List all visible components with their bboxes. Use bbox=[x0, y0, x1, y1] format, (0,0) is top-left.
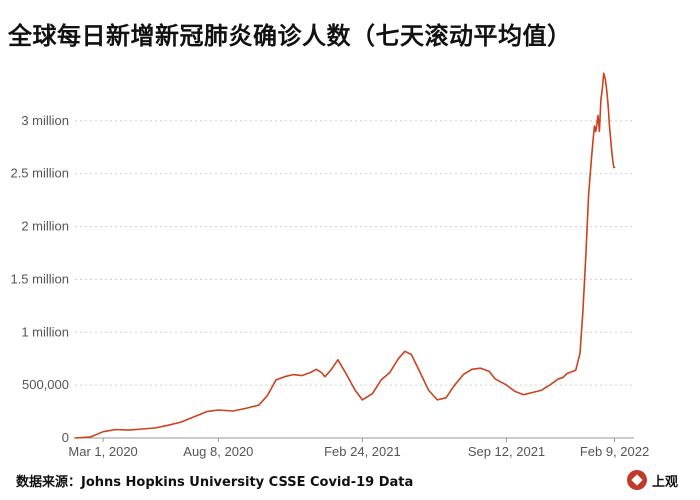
publisher-logo[interactable]: 上观 bbox=[627, 467, 678, 493]
grid-layer bbox=[75, 120, 634, 386]
x-tick-label: Mar 1, 2020 bbox=[68, 444, 137, 459]
y-tick-label: 0 bbox=[62, 430, 69, 445]
x-tick-label: Feb 24, 2021 bbox=[324, 444, 401, 459]
source-note: 数据来源：Johns Hopkins University CSSE Covid… bbox=[16, 475, 414, 490]
x-tick-label: Feb 9, 2022 bbox=[580, 444, 649, 459]
y-tick-label: 1 million bbox=[21, 324, 69, 339]
y-tick-label: 500,000 bbox=[22, 377, 69, 392]
chart-title: 全球每日新增新冠肺炎确诊人数（七天滚动平均值） bbox=[8, 22, 572, 50]
y-tick-label: 2.5 million bbox=[10, 166, 69, 181]
logo-icon bbox=[627, 470, 647, 490]
axis-layer: 0 500,000 1 million 1.5 million 2 million 2.5… bbox=[10, 113, 649, 459]
y-tick-label: 1.5 million bbox=[10, 271, 69, 286]
y-tick-label: 2 million bbox=[21, 219, 69, 234]
logo-text: 上观 bbox=[652, 474, 679, 490]
x-tick-label: Sep 12, 2021 bbox=[468, 444, 545, 459]
series-layer bbox=[74, 72, 616, 439]
x-tick-label: Aug 8, 2020 bbox=[183, 444, 253, 459]
y-tick-label: 3 million bbox=[21, 113, 69, 128]
series-line-0 bbox=[74, 72, 616, 439]
